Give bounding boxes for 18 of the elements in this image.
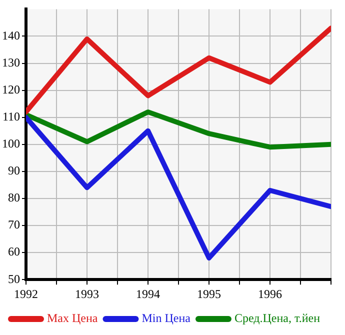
y-tick-label: 130	[2, 55, 20, 70]
y-tick-label: 100	[2, 136, 20, 151]
x-tick-label: 1996	[258, 286, 282, 301]
y-tick-label: 80	[8, 190, 20, 205]
legend-label: Сред.Цена, т.йен	[234, 311, 321, 326]
x-tick-label: 1994	[136, 286, 160, 301]
y-tick-label: 90	[8, 164, 20, 178]
legend-label: Min Цена	[142, 311, 192, 326]
legend-label: Max Цена	[46, 311, 98, 326]
y-tick-label: 60	[8, 244, 20, 259]
y-tick-label: 110	[2, 110, 20, 124]
x-tick-label: 1992	[14, 286, 38, 301]
x-tick-label: 1995	[197, 286, 221, 301]
x-tick-label: 1993	[75, 286, 99, 301]
y-tick-label: 120	[2, 82, 20, 96]
y-tick-label: 50	[8, 272, 20, 286]
y-tick-label: 140	[2, 28, 20, 42]
y-tick-label: 70	[8, 218, 20, 232]
